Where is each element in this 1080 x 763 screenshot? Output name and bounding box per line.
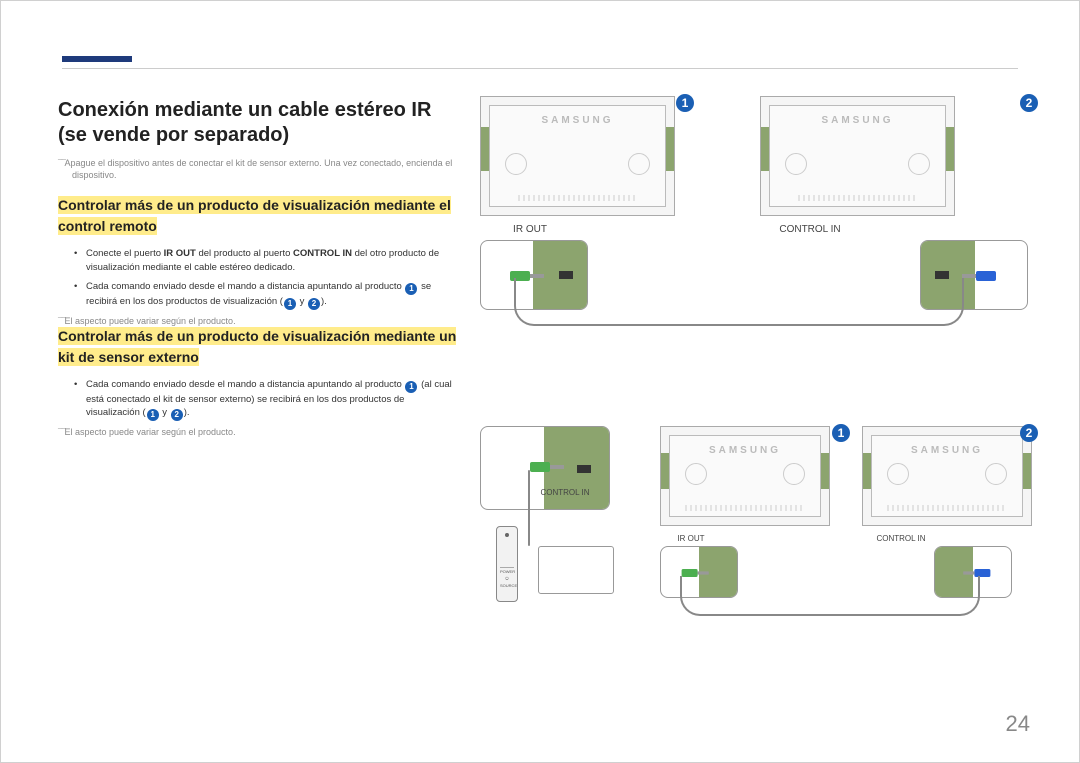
section2-heading: Controlar más de un producto de visualiz… bbox=[58, 327, 456, 366]
section1-bullets: Conecte el puerto IR OUT del producto al… bbox=[74, 247, 458, 310]
sensor-box-icon bbox=[538, 546, 614, 594]
badge-2b: 2 bbox=[1020, 424, 1038, 442]
remote-icon: POWER ⏻ SOURCE bbox=[496, 526, 518, 602]
cable-icon bbox=[528, 470, 530, 546]
ref-badge-icon: 1 bbox=[284, 298, 296, 310]
cable-icon bbox=[680, 576, 980, 616]
diagram-sensor-kit: CONTROL IN SAMSUNG 1 SAMSUNG 2 IR OUT CO… bbox=[480, 426, 1040, 646]
ir-out-label: IR OUT bbox=[500, 224, 560, 235]
intro-note: Apague el dispositivo antes de conectar … bbox=[72, 158, 458, 181]
ir-out-label: IR OUT bbox=[666, 534, 716, 543]
tv-back-1b: SAMSUNG bbox=[660, 426, 830, 526]
tv-back-2b: SAMSUNG bbox=[862, 426, 1032, 526]
diagram-remote: SAMSUNG 1 SAMSUNG 2 IR OUT CONTROL IN bbox=[480, 96, 1040, 336]
badge-1: 1 bbox=[676, 94, 694, 112]
control-in-label: CONTROL IN bbox=[866, 534, 936, 543]
cable-icon bbox=[514, 278, 964, 326]
section2-bullets: Cada comando enviado desde el mando a di… bbox=[74, 378, 458, 421]
ref-badge-icon: 2 bbox=[171, 409, 183, 421]
section2-footnote: El aspecto puede variar según el product… bbox=[72, 427, 458, 437]
badge-1b: 1 bbox=[832, 424, 850, 442]
control-in-label: CONTROL IN bbox=[770, 224, 850, 235]
ref-badge-icon: 1 bbox=[147, 409, 159, 421]
list-item: Cada comando enviado desde el mando a di… bbox=[74, 378, 458, 421]
list-item: Cada comando enviado desde el mando a di… bbox=[74, 280, 458, 310]
tv-back-1: SAMSUNG bbox=[480, 96, 675, 216]
section1-footnote: El aspecto puede variar según el product… bbox=[72, 316, 458, 326]
ref-badge-icon: 1 bbox=[405, 283, 417, 295]
section1-heading: Controlar más de un producto de visualiz… bbox=[58, 196, 451, 235]
jack-blue-icon bbox=[960, 271, 996, 281]
list-item: Conecte el puerto IR OUT del producto al… bbox=[74, 247, 458, 274]
ref-badge-icon: 1 bbox=[405, 381, 417, 393]
main-heading: Conexión mediante un cable estéreo IR (s… bbox=[58, 98, 458, 148]
control-in-label: CONTROL IN bbox=[530, 488, 600, 497]
badge-2: 2 bbox=[1020, 94, 1038, 112]
tv-back-2: SAMSUNG bbox=[760, 96, 955, 216]
page-number: 24 bbox=[1006, 711, 1030, 737]
jack-green-icon bbox=[530, 462, 566, 472]
ref-badge-icon: 2 bbox=[308, 298, 320, 310]
